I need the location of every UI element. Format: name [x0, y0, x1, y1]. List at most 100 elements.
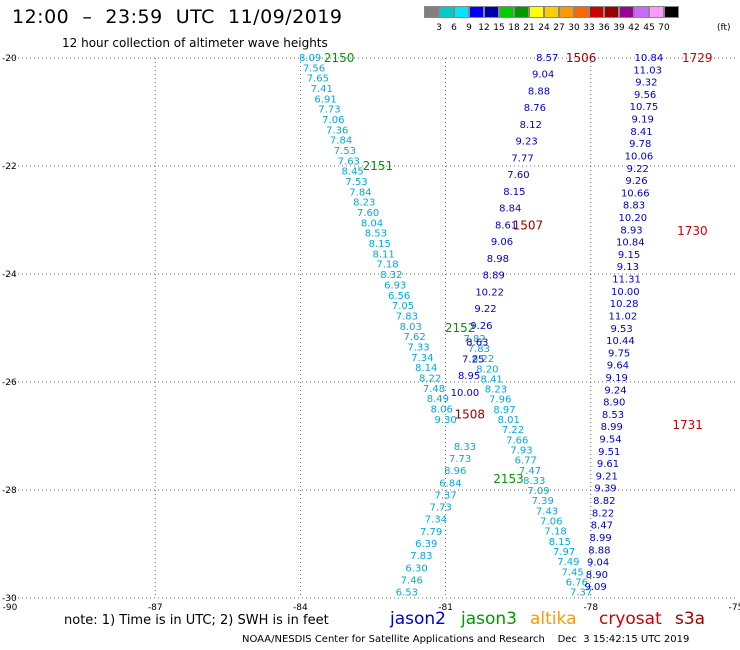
- wave-height-value: 7.25: [462, 354, 484, 365]
- wave-height-value: 7.06: [322, 115, 344, 126]
- wave-height-value: 11.03: [633, 65, 662, 76]
- lon-tick-label: -81: [438, 603, 453, 613]
- wave-height-value: 7.73: [449, 454, 471, 465]
- wave-height-value: 9.39: [594, 484, 616, 495]
- color-swatch: [529, 6, 544, 18]
- wave-height-value: 8.22: [472, 354, 494, 365]
- color-scale-tick-label: 30: [568, 23, 580, 33]
- wave-height-value: 8.12: [520, 120, 542, 131]
- color-swatch: [634, 6, 649, 18]
- wave-height-value: 7.34: [425, 515, 447, 526]
- wave-height-value: 8.23: [353, 198, 375, 209]
- wave-height-value: 8.41: [481, 374, 503, 385]
- wave-height-value: 8.33: [454, 442, 476, 453]
- wave-height-value: 8.82: [593, 496, 615, 507]
- wave-height-value: 7.77: [511, 153, 533, 164]
- satellite-label-altika: altika: [530, 609, 577, 629]
- wave-height-value: 9.26: [625, 176, 647, 187]
- lon-tick-label: -75: [729, 603, 740, 613]
- wave-height-value: 9.04: [532, 70, 554, 81]
- credit-line: NOAA/NESDIS Center for Satellite Applica…: [242, 634, 690, 645]
- pass-time-label: 1507: [513, 218, 544, 232]
- wave-height-value: 8.41: [630, 127, 652, 138]
- wave-height-value: 8.23: [485, 385, 507, 396]
- color-swatch: [649, 6, 664, 18]
- wave-height-value: 7.39: [532, 496, 554, 507]
- wave-height-value: 7.65: [307, 74, 329, 85]
- wave-height-value: 7.73: [318, 105, 340, 116]
- wave-height-value: 7.18: [376, 260, 398, 271]
- wave-height-value: 9.13: [617, 262, 639, 273]
- pass-time-label: 1506: [566, 51, 597, 65]
- wave-height-value: 9.54: [599, 435, 621, 446]
- wave-height-value: 9.78: [629, 139, 651, 150]
- satellite-label-s3a: s3a: [675, 609, 706, 629]
- wave-height-value: 10.00: [451, 388, 480, 399]
- wave-height-value: 7.73: [430, 503, 452, 514]
- page-subtitle: 12 hour collection of altimeter wave hei…: [62, 36, 328, 50]
- color-scale-unit: (ft): [717, 23, 731, 33]
- wave-height-value: 7.62: [403, 332, 425, 343]
- pass-time-label: 1508: [455, 407, 486, 421]
- wave-height-value: 7.46: [401, 575, 423, 586]
- color-scale-tick-label: 24: [538, 23, 550, 33]
- wave-height-value: 9.24: [604, 385, 626, 396]
- wave-height-value: 10.66: [621, 188, 650, 199]
- color-swatch: [499, 6, 514, 18]
- wave-height-value: 7.83: [468, 344, 490, 355]
- wave-height-value: 8.53: [602, 410, 624, 421]
- wave-height-value: 8.22: [592, 508, 614, 519]
- wave-height-value: 6.93: [384, 280, 406, 291]
- wave-height-value: 8.90: [603, 398, 625, 409]
- wave-height-value: 8.15: [503, 187, 525, 198]
- wave-height-value: 7.45: [561, 567, 583, 578]
- wave-height-value: 9.06: [491, 237, 513, 248]
- wave-height-value: 7.34: [411, 353, 433, 364]
- color-swatch: [619, 6, 634, 18]
- wave-height-value: 9.22: [627, 164, 649, 175]
- wave-height-value: 10.84: [616, 238, 645, 249]
- wave-height-value: 8.11: [373, 249, 395, 260]
- lon-tick-label: -84: [293, 603, 308, 613]
- wave-height-value: 8.83: [623, 201, 645, 212]
- wave-height-value: 6.77: [515, 456, 537, 467]
- pass-time-label: 1731: [672, 418, 703, 432]
- color-swatch: [604, 6, 619, 18]
- wave-height-value: 7.43: [536, 506, 558, 517]
- lon-tick-label: -87: [148, 603, 163, 613]
- pass-time-label: 1729: [682, 51, 713, 65]
- wave-height-value: 6.30: [405, 563, 427, 574]
- wave-height-value: 11.02: [609, 311, 638, 322]
- legend-note: note: 1) Time is in UTC; 2) SWH is in fe…: [64, 613, 329, 628]
- wave-height-value: 9.15: [618, 250, 640, 261]
- wave-height-value: 8.63: [466, 338, 488, 349]
- color-scale-tick-label: 15: [493, 23, 505, 33]
- wave-height-value: 9.64: [607, 361, 629, 372]
- wave-height-value: 9.51: [598, 447, 620, 458]
- wave-height-value: 7.84: [330, 136, 352, 147]
- lat-tick-label: -30: [2, 594, 17, 604]
- wave-height-value: 10.22: [475, 287, 504, 298]
- wave-height-value: 7.83: [410, 551, 432, 562]
- color-scale-tick-label: 39: [613, 23, 625, 33]
- wave-height-value: 8.33: [523, 476, 545, 487]
- wave-height-value: 11.31: [612, 275, 641, 286]
- wave-height-value: 7.82: [464, 334, 486, 345]
- pass-time-label: 2153: [493, 472, 524, 486]
- wave-height-value: 8.61: [495, 220, 517, 231]
- wave-height-value: 8.88: [588, 545, 610, 556]
- wave-height-value: 7.47: [519, 466, 541, 477]
- wave-height-value: 8.88: [528, 86, 550, 97]
- wave-height-value: 8.95: [458, 371, 480, 382]
- wave-height-value: 9.19: [632, 115, 654, 126]
- wave-height-value: 7.79: [420, 527, 442, 538]
- wave-height-value: 7.36: [326, 125, 348, 136]
- color-swatch: [544, 6, 559, 18]
- wave-height-value: 8.90: [586, 570, 608, 581]
- wave-height-value: 9.30: [434, 415, 456, 426]
- wave-height-value: 7.83: [396, 311, 418, 322]
- wave-height-value: 7.53: [345, 177, 367, 188]
- wave-height-value: 9.21: [596, 471, 618, 482]
- wave-height-value: 7.49: [557, 557, 579, 568]
